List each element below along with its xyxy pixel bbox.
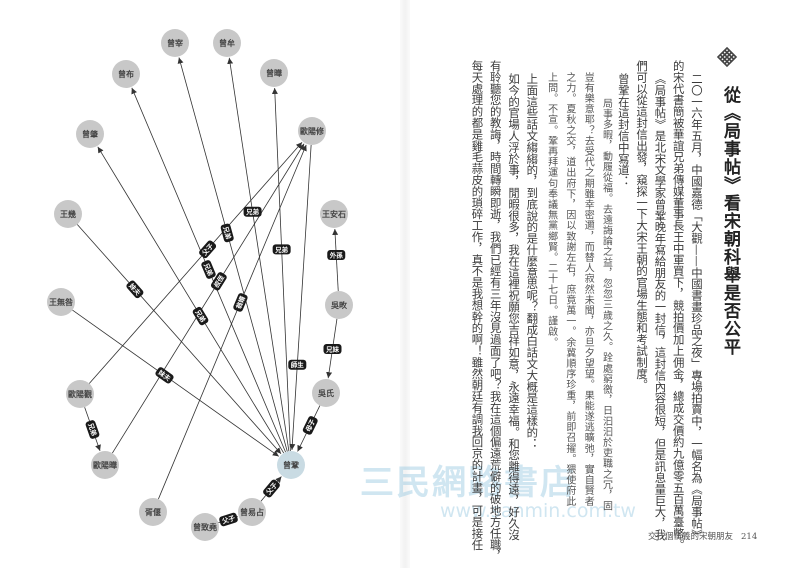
relation-edge: [158, 144, 307, 500]
person-node: 曾曄: [260, 59, 288, 87]
svg-text:歐陽曄: 歐陽曄: [93, 460, 117, 470]
svg-text:吳氏: 吳氏: [317, 388, 334, 398]
relation-edge: [227, 57, 290, 452]
text-column: 《局事帖》是北宋文學家曾鞏晚年寫給朋友的一封信，這封信內容很短，但是訊息量巨大，…: [653, 73, 668, 541]
relation-edge: [177, 57, 288, 452]
svg-text:曾易占: 曾易占: [240, 507, 264, 517]
svg-text:歐陽修: 歐陽修: [300, 126, 325, 136]
endless-knot-icon: [716, 46, 738, 68]
relation-label: 兄弟: [220, 223, 234, 243]
relation-label: 兄弟: [85, 420, 100, 439]
svg-text:曾肇: 曾肇: [82, 129, 99, 139]
relation-label: 外孫: [327, 249, 346, 260]
relation-label: 母子: [302, 416, 318, 435]
relation-edge: [112, 143, 305, 454]
relation-label: 兄弟: [192, 306, 209, 326]
relation-edge: [97, 146, 285, 454]
svg-text:吳畋: 吳畋: [330, 300, 348, 310]
text-column: 每天處理的都是雞毛蒜皮的瑣碎工作，真不是我想幹的啊！雖然朝廷有調我回京的計畫，可…: [470, 60, 485, 551]
person-node: 曾布: [112, 60, 140, 88]
relation-label: 兄弟: [201, 260, 216, 279]
relation-edge: [88, 141, 303, 384]
person-node: 王幾: [54, 200, 82, 228]
person-node: 曾肇: [76, 120, 104, 148]
relation-edge: [332, 228, 339, 292]
svg-text:曾宰: 曾宰: [167, 38, 183, 48]
person-node: 歐陽曄: [91, 451, 119, 479]
person-node: 王安石: [320, 200, 348, 228]
relation-edge: [72, 309, 279, 457]
svg-text:外孫: 外孫: [330, 250, 344, 259]
page-footer: 交一個情義的宋朝朋友 214: [648, 530, 757, 542]
svg-text:王幾: 王幾: [60, 209, 76, 219]
running-title: 交一個情義的宋朝朋友: [648, 532, 734, 542]
text-column: 之力。夏秋之交，道出府下，因以致謝左右，庶竟萬一。余冀順序珍重，前即召擢。猥使府…: [563, 72, 575, 507]
article-title: 從《局事帖》看宋朝科舉是否公平: [720, 86, 740, 356]
text-column: 曾鞏在這封信中寫道：: [616, 73, 631, 187]
svg-text:曾鞏: 曾鞏: [283, 460, 299, 470]
text-column: 如今的官場人浮於事，閒暇很多，我在這裡祝願您吉祥如意，永遠幸福。和您離得遠，好久…: [507, 73, 522, 541]
svg-text:兄弟: 兄弟: [274, 245, 289, 254]
text-column: 的宋代書簡被華誼兄弟傳媒董事長王中軍買下，競拍價加上佣金，總成交價約九億零五百萬…: [671, 60, 686, 551]
svg-text:兄弟: 兄弟: [245, 207, 260, 216]
relation-label: 翁婿: [233, 293, 248, 312]
svg-text:師生: 師生: [291, 360, 305, 369]
relation-edge: [76, 224, 282, 455]
relation-label: 兄弟: [243, 206, 262, 217]
person-node: 曾鞏: [277, 451, 305, 479]
svg-text:曾致堯: 曾致堯: [193, 522, 217, 532]
relation-edge: [289, 144, 312, 451]
text-column: 有聆聽您的教誨，時間轉瞬即逝，我們已經有三年沒見過面了吧？我在這個偏遠荒僻的破地…: [488, 60, 503, 562]
relation-label: 兄妹: [323, 344, 342, 354]
svg-text:曾曄: 曾曄: [266, 68, 282, 78]
relation-edge: [271, 87, 291, 452]
svg-text:王無咎: 王無咎: [49, 297, 73, 307]
svg-text:兄弟: 兄弟: [221, 224, 234, 240]
text-column: 豈有樂意耶？去受代之期雖幸密邇，而替人寂然未聞，亦旦夕望望。果能遂逃曠弛，實自賢…: [582, 72, 594, 507]
relation-label: 師生: [288, 359, 307, 370]
relation-label: 父子: [199, 240, 217, 259]
text-column: 二〇一六年五月，中國嘉德「大觀——中國書畫珍品之夜」專場拍賣中，一幅名為《局事帖…: [690, 73, 704, 541]
person-node: 曾致堯: [191, 513, 219, 541]
svg-text:兄妹: 兄妹: [325, 344, 340, 353]
svg-text:歐陽觀: 歐陽觀: [68, 389, 92, 399]
person-node: 歐陽修: [298, 117, 326, 145]
text-column: 局事多暇，動履從福。去遠誨論之益，忽忽三歲之久。跧處窮徼，日汩汩於吏職之冗，固: [600, 98, 612, 512]
text-column: 上問。不宣。鞏再拜運句奉議無黨鄉賢。二十七日。謹啟。: [545, 72, 557, 348]
person-node: 曾牟: [213, 29, 241, 57]
text-column: 們可以從這封信出發，窺探一下大宋王朝的官場生態和考試制度。: [635, 60, 650, 391]
relation-label: 兄弟: [272, 244, 291, 255]
watermark-url: www.sanmin.com.tw: [440, 500, 636, 522]
svg-text:胥偃: 胥偃: [145, 507, 161, 517]
person-node: 曾宰: [161, 29, 189, 57]
person-node: 王無咎: [47, 288, 75, 316]
svg-text:王安石: 王安石: [322, 209, 346, 219]
relation-label: 妹夫: [126, 280, 144, 299]
relation-label: 父子: [219, 512, 238, 527]
person-node: 胥偃: [139, 498, 167, 526]
person-node: 吳氏: [312, 379, 340, 407]
watermark-logo: 三民網路書店: [360, 463, 576, 503]
person-node: 歐陽觀: [66, 380, 94, 408]
page-gutter: [400, 0, 410, 568]
relation-label: 父子: [263, 479, 280, 498]
svg-text:曾牟: 曾牟: [219, 38, 235, 48]
article-body: 二〇一六年五月，中國嘉德「大觀——中國書畫珍品之夜」專場拍賣中，一幅名為《局事帖…: [468, 60, 706, 562]
page-number: 214: [741, 532, 758, 542]
person-node: 曾易占: [238, 498, 266, 526]
text-column: 上面這些話文縐縐的，到底說的是什麼意思呢？翻成白話文大概是這樣的：: [525, 73, 540, 450]
person-node: 吳畋: [325, 291, 353, 319]
svg-text:曾布: 曾布: [118, 69, 134, 79]
